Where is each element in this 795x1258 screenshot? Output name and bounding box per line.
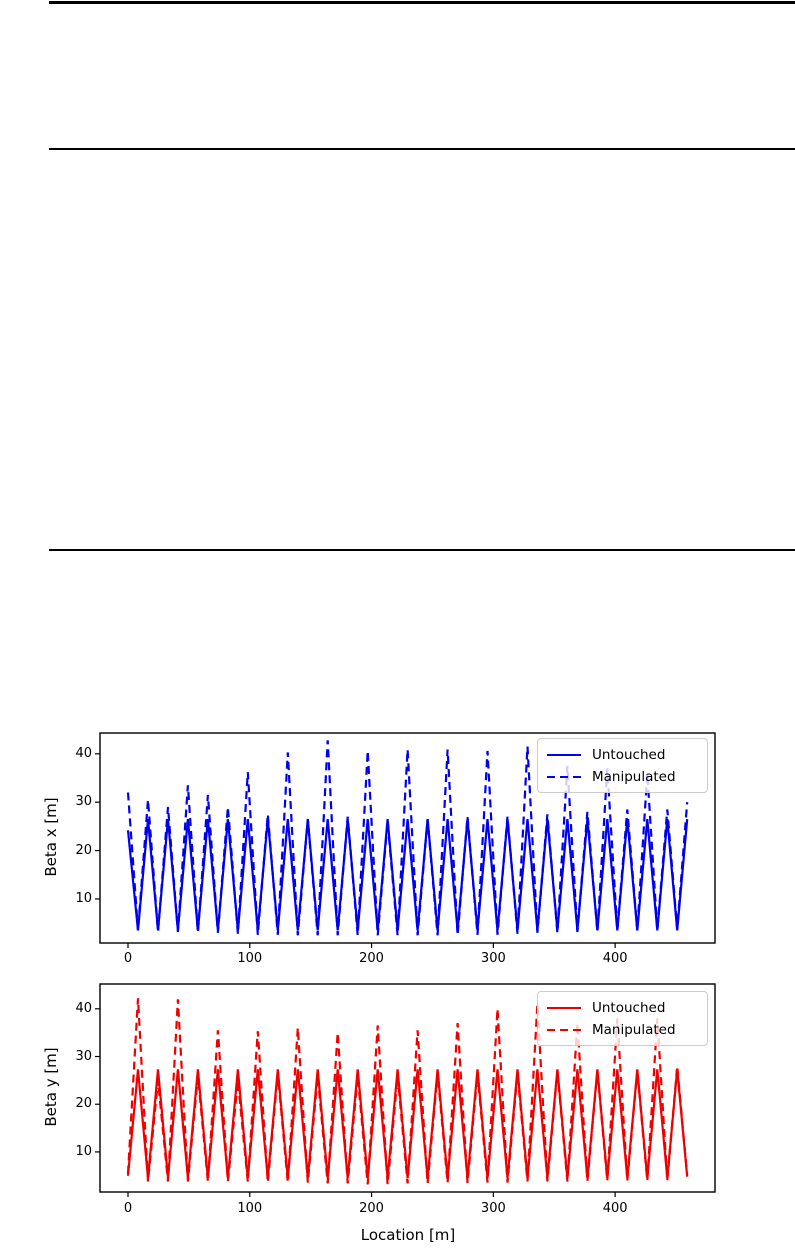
untouched-line-chart2 [126,1069,689,1179]
x-tick-label: 200 [359,1201,384,1216]
legend-entry-manipulated: Manipulated [547,1019,698,1041]
y-tick-label: 30 [75,1048,92,1064]
horizontal-rule-top [49,1,795,4]
untouched-line-sample [547,1006,581,1010]
manipulated-line-sample [547,1028,581,1032]
legend-label-manipulated: Manipulated [592,769,676,785]
beta-y-axis-label: Beta y [m] [42,1047,60,1127]
x-tick-label: 400 [602,951,628,966]
location-axis-label: Location [m] [360,1226,456,1244]
x-tick-label: 400 [602,1201,628,1216]
axes-spines-chart2 [99,983,716,1193]
x-tick-label: 300 [480,951,506,966]
horizontal-rule-lower [49,549,795,551]
y-tick-label: 10 [75,890,92,906]
x-tick-label: 200 [359,951,384,966]
axes-spines-chart1 [99,732,716,944]
legend-label-untouched: Untouched [592,747,666,763]
legend-entry-manipulated: Manipulated [547,766,698,788]
x-tick-label: 100 [237,1201,263,1216]
untouched-line-sample [547,753,581,757]
x-tick-label: 300 [480,1201,506,1216]
beta-x-axis-label: Beta x [m] [42,797,60,877]
horizontal-rule-middle [49,148,795,150]
y-tick-label: 10 [75,1143,92,1159]
x-tick-label: 0 [123,1201,133,1216]
y-tick-label: 30 [75,794,92,810]
legend-beta-x: Untouched Manipulated [537,738,708,793]
manipulated-line-chart1 [126,740,689,936]
x-tick-label: 100 [237,951,263,966]
legend-label-manipulated: Manipulated [592,1022,676,1038]
x-tick-label: 0 [123,951,133,966]
y-tick-label: 40 [75,1000,92,1016]
legend-entry-untouched: Untouched [547,744,698,766]
y-tick-label: 20 [75,1096,92,1112]
legend-entry-untouched: Untouched [547,997,698,1019]
legend-label-untouched: Untouched [592,1000,666,1016]
manipulated-line-sample [547,775,581,779]
y-tick-label: 40 [75,745,92,761]
manipulated-line-chart2 [126,998,689,1185]
legend-beta-y: Untouched Manipulated [537,991,708,1046]
y-tick-label: 20 [75,842,92,858]
